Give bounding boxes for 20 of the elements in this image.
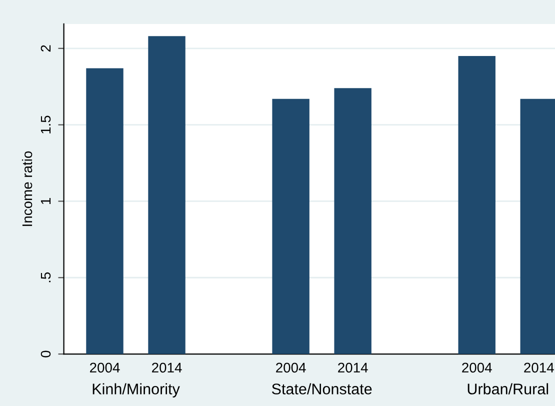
y-tick-label: 1.5 [40, 116, 51, 134]
bar [272, 98, 310, 354]
bar [86, 68, 124, 354]
x-tick-label: 2014 [152, 362, 182, 373]
x-tick-label: 2004 [90, 362, 120, 373]
y-tick-label: .5 [40, 272, 51, 282]
y-tick-label: 0 [40, 350, 51, 358]
x-tick-label: 2004 [462, 362, 492, 373]
bar [148, 36, 186, 354]
x-tick-label: 2014 [338, 362, 368, 373]
x-tick-label: 2014 [524, 362, 554, 373]
y-axis-title: Income ratio [22, 151, 32, 226]
y-tick-label: 1 [40, 198, 51, 204]
text: Urban/Rural [468, 383, 548, 394]
text: Kinh/Minority [92, 383, 180, 398]
bar [334, 88, 372, 354]
bar [458, 56, 496, 354]
x-tick-label: 2004 [276, 362, 306, 373]
text: State/Nonstate [272, 383, 372, 394]
y-tick-label: 2 [40, 45, 51, 52]
